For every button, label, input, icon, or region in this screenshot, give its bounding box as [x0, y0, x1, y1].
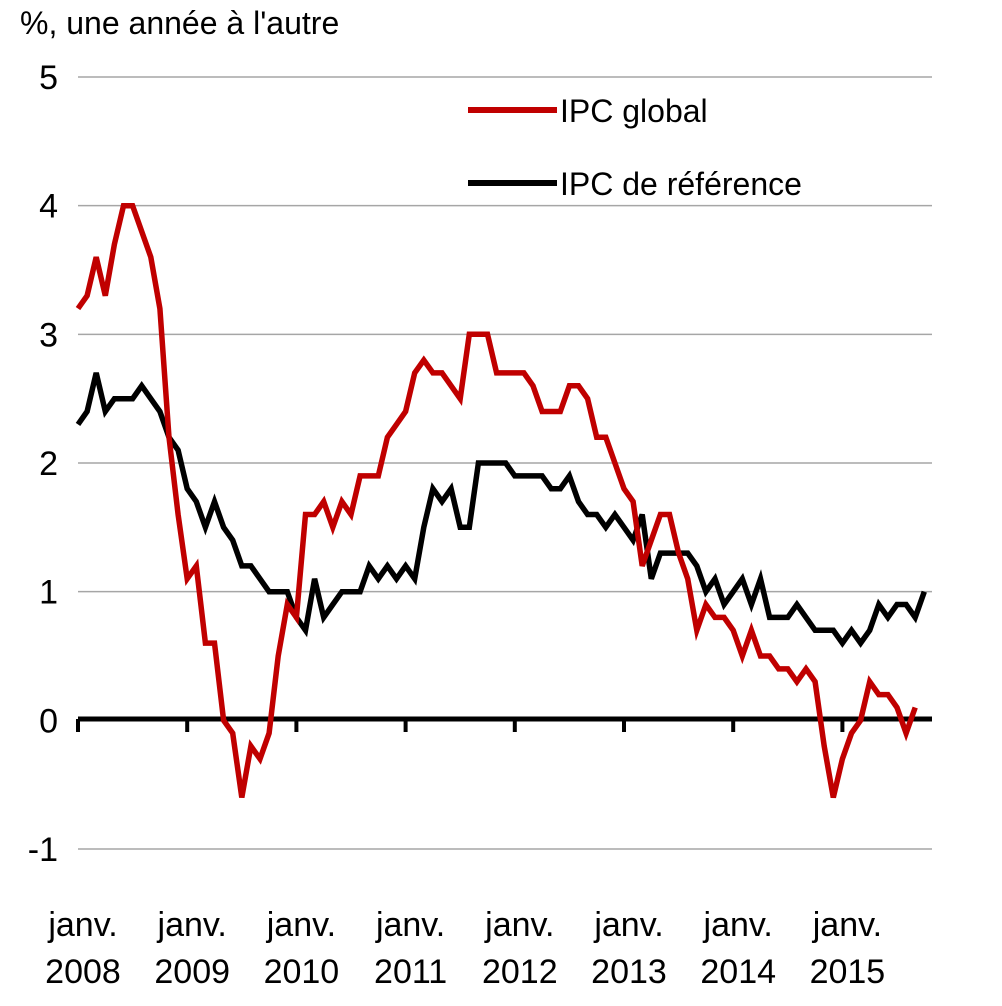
x-tick-label-line1: janv.: [812, 906, 882, 944]
x-tick-labels: janv. 2008 janv. 2009 janv. 2010 janv. 2011 janv…: [45, 719, 885, 991]
x-tick-label-line2: 2013: [591, 953, 667, 991]
series-lines: [75, 202, 927, 799]
x-tick-label-line2: 2014: [700, 953, 776, 991]
y-tick-label: 0: [39, 702, 58, 740]
y-tick-label: 5: [39, 59, 58, 97]
legend: IPC global IPC de référence: [468, 93, 802, 202]
gridlines: [78, 76, 932, 850]
y-tick-label: 3: [39, 316, 58, 354]
series-line-0: [75, 202, 918, 799]
x-tick-label-line2: 2009: [154, 953, 230, 991]
y-tick-label: 2: [39, 445, 58, 483]
x-tick-label-line1: janv.: [266, 906, 336, 944]
x-tick-label-line1: janv.: [703, 906, 773, 944]
x-tick-label-line2: 2015: [810, 953, 886, 991]
legend-label: IPC de référence: [560, 166, 802, 202]
x-tick-label-line2: 2008: [45, 953, 121, 991]
x-tick-label-line1: janv.: [157, 906, 227, 944]
series-line-1: [75, 372, 927, 648]
y-tick-label: 1: [39, 574, 58, 612]
y-tick-labels: 5 4 3 2 1 0 -1: [28, 59, 58, 869]
y-axis-label: %, une année à l'autre: [20, 5, 339, 41]
x-tick-label-line2: 2012: [482, 953, 558, 991]
x-tick-label-line2: 2010: [264, 953, 340, 991]
y-tick-label: -1: [28, 831, 58, 869]
x-tick-label-line1: janv.: [375, 906, 445, 944]
x-tick-label-line1: janv.: [593, 906, 663, 944]
x-tick-label-line1: janv.: [484, 906, 554, 944]
y-tick-label: 4: [39, 188, 58, 226]
legend-label: IPC global: [560, 93, 708, 129]
x-tick-label-line2: 2011: [374, 953, 447, 991]
x-tick-label-line1: janv.: [47, 906, 117, 944]
